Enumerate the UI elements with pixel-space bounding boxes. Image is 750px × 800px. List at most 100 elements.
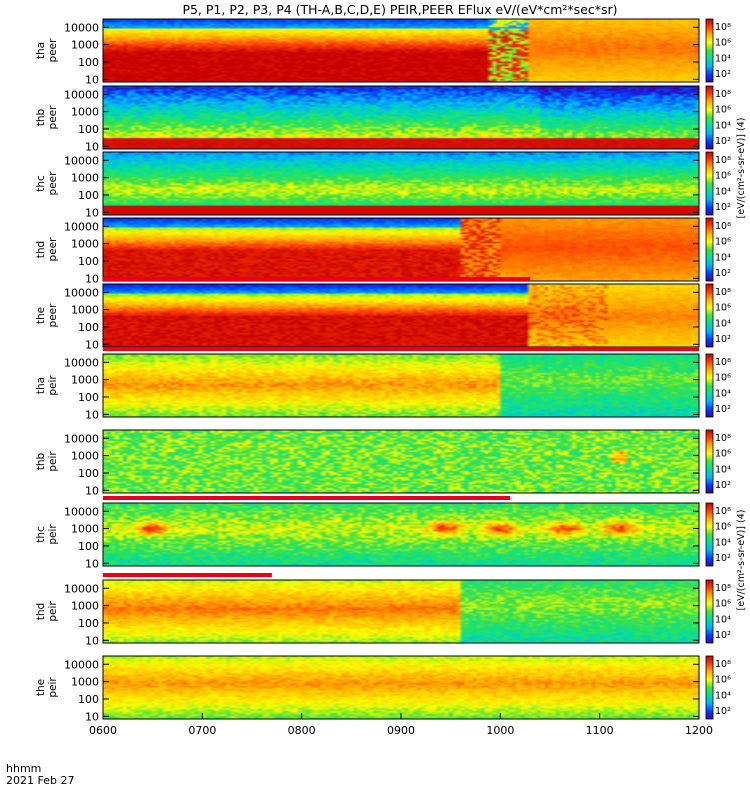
probe-label: thb bbox=[35, 108, 47, 126]
colorbar-tick-label: 10⁸ bbox=[715, 357, 731, 368]
y-tick-label: 100 bbox=[78, 617, 99, 630]
spectrogram-image bbox=[103, 580, 699, 643]
spectrogram-image bbox=[103, 152, 699, 215]
y-tick-label: 10000 bbox=[64, 88, 99, 101]
y-tick-label: 100 bbox=[78, 391, 99, 404]
y-tick-label: 10000 bbox=[64, 154, 99, 167]
colorbar bbox=[705, 85, 714, 150]
panel-frame bbox=[102, 429, 700, 494]
colorbar bbox=[705, 502, 714, 567]
probe-label: thc bbox=[35, 175, 47, 192]
colorbar-tick-label: 10⁸ bbox=[715, 89, 731, 100]
y-tick-label: 10 bbox=[85, 140, 99, 153]
x-tick-label: 1200 bbox=[685, 724, 713, 737]
y-tick-label: 1000 bbox=[71, 676, 99, 689]
x-tick-label: 0600 bbox=[89, 724, 117, 737]
instrument-label: peer bbox=[47, 38, 59, 63]
colorbar-tick-label: 10⁶ bbox=[715, 599, 731, 610]
x-tick-label: 1000 bbox=[486, 724, 514, 737]
colorbar-tick-label: 10² bbox=[715, 404, 731, 415]
x-tick-label: 1100 bbox=[586, 724, 614, 737]
instrument-label: peir bbox=[47, 524, 59, 545]
colorbar-tick-label: 10² bbox=[715, 69, 731, 80]
y-tick-label: 10000 bbox=[64, 356, 99, 369]
colorbar bbox=[705, 655, 714, 720]
y-tick-label: 10 bbox=[85, 408, 99, 421]
colorbar-tick-label: 10⁶ bbox=[715, 303, 731, 314]
y-tick-label: 10000 bbox=[64, 505, 99, 518]
colorbar-tick-label: 10⁴ bbox=[715, 464, 731, 475]
probe-label: the bbox=[35, 307, 47, 324]
y-tick-label: 10000 bbox=[64, 220, 99, 233]
colorbar-tick-label: 10⁸ bbox=[715, 221, 731, 232]
x-tick-label: 0800 bbox=[288, 724, 316, 737]
quality-flag-bar bbox=[103, 573, 272, 577]
y-tick-label: 10 bbox=[85, 710, 99, 723]
y-tick-label: 10 bbox=[85, 272, 99, 285]
colorbar-tick-label: 10² bbox=[715, 480, 731, 491]
y-tick-label: 100 bbox=[78, 123, 99, 136]
colorbar-unit-peir: [eV/(cm²-s-sr-eV)] (4) bbox=[736, 510, 747, 611]
probe-label: tha bbox=[35, 42, 47, 59]
probe-label: thc bbox=[35, 526, 47, 543]
probe-label: the bbox=[35, 679, 47, 696]
spectrogram-image bbox=[103, 218, 699, 281]
instrument-label: peir bbox=[47, 677, 59, 698]
colorbar-tick-label: 10² bbox=[715, 553, 731, 564]
y-tick-label: 1000 bbox=[71, 172, 99, 185]
colorbar-tick-label: 10⁸ bbox=[715, 659, 731, 670]
panel-the-peer: 10000 1000 100 10 the peer 10² 10⁴ 10⁶ 10⁸ bbox=[35, 277, 731, 351]
colorbar-tick-label: 10² bbox=[715, 706, 731, 717]
y-tick-label: 100 bbox=[78, 540, 99, 553]
instrument-label: peer bbox=[47, 171, 59, 196]
panel-thd-peer: 10000 1000 100 10 thd peer 10² 10⁴ 10⁶ 10⁸ bbox=[35, 217, 731, 285]
spectrogram-image bbox=[103, 430, 699, 493]
spectrogram-image bbox=[103, 656, 699, 719]
y-tick-label: 1000 bbox=[71, 523, 99, 536]
colorbar-tick-label: 10⁴ bbox=[715, 388, 731, 399]
colorbar-tick-label: 10⁸ bbox=[715, 22, 731, 33]
instrument-label: peir bbox=[47, 375, 59, 396]
quality-flag-bar bbox=[103, 496, 511, 500]
spectrogram-image bbox=[103, 19, 699, 82]
panel-frame bbox=[102, 502, 700, 567]
colorbar-tick-label: 10⁶ bbox=[715, 449, 731, 460]
x-tick-label: 0700 bbox=[188, 724, 216, 737]
panel-thb-peir: 10000 1000 100 10 thb peir 10² 10⁴ 10⁶ 10⁸ bbox=[35, 429, 731, 497]
probe-label: tha bbox=[35, 377, 47, 394]
colorbar-tick-label: 10⁸ bbox=[715, 583, 731, 594]
panel-tha-peer: 10000 1000 100 10 tha peer 10² 10⁴ 10⁶ 10⁸ bbox=[35, 18, 731, 86]
spectrogram-image bbox=[103, 503, 699, 566]
colorbar-tick-label: 10⁶ bbox=[715, 522, 731, 533]
instrument-label: peer bbox=[47, 237, 59, 262]
y-tick-label: 10 bbox=[85, 73, 99, 86]
colorbar-tick-label: 10² bbox=[715, 136, 731, 147]
spectrogram-image bbox=[103, 284, 699, 347]
colorbar bbox=[705, 283, 714, 348]
colorbar-tick-label: 10² bbox=[715, 630, 731, 641]
y-tick-label: 100 bbox=[78, 56, 99, 69]
probe-label: thb bbox=[35, 452, 47, 470]
colorbar-tick-label: 10² bbox=[715, 268, 731, 279]
y-tick-label: 10000 bbox=[64, 432, 99, 445]
colorbar-tick-label: 10⁴ bbox=[715, 690, 731, 701]
colorbar-unit-peer: [eV/(cm²-s-sr-eV)] (4) bbox=[736, 118, 747, 219]
colorbar bbox=[705, 151, 714, 216]
date-label: 2021 Feb 27 bbox=[6, 774, 74, 787]
y-tick-label: 1000 bbox=[71, 238, 99, 251]
y-tick-label: 1000 bbox=[71, 304, 99, 317]
instrument-label: peir bbox=[47, 451, 59, 472]
y-tick-label: 100 bbox=[78, 255, 99, 268]
y-tick-label: 10 bbox=[85, 634, 99, 647]
y-tick-label: 10 bbox=[85, 338, 99, 351]
colorbar-tick-label: 10⁴ bbox=[715, 186, 731, 197]
probe-label: thd bbox=[35, 603, 47, 620]
y-tick-label: 100 bbox=[78, 321, 99, 334]
y-tick-label: 100 bbox=[78, 467, 99, 480]
colorbar-tick-label: 10⁶ bbox=[715, 105, 731, 116]
panel-the-peir: 10000 1000 100 10 the peir 10² 10⁴ 10⁶ 10⁸ bbox=[35, 655, 731, 723]
y-tick-label: 100 bbox=[78, 693, 99, 706]
instrument-label: peer bbox=[47, 303, 59, 328]
